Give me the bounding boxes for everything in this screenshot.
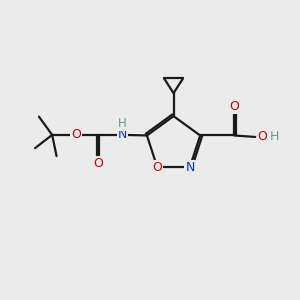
Text: O: O [229, 100, 239, 113]
Text: N: N [185, 161, 195, 174]
Text: O: O [71, 128, 81, 141]
Text: O: O [94, 157, 103, 170]
Text: H: H [269, 130, 279, 143]
Text: N: N [118, 128, 127, 141]
Text: O: O [152, 161, 162, 174]
Text: O: O [258, 130, 268, 143]
Text: H: H [118, 117, 127, 130]
